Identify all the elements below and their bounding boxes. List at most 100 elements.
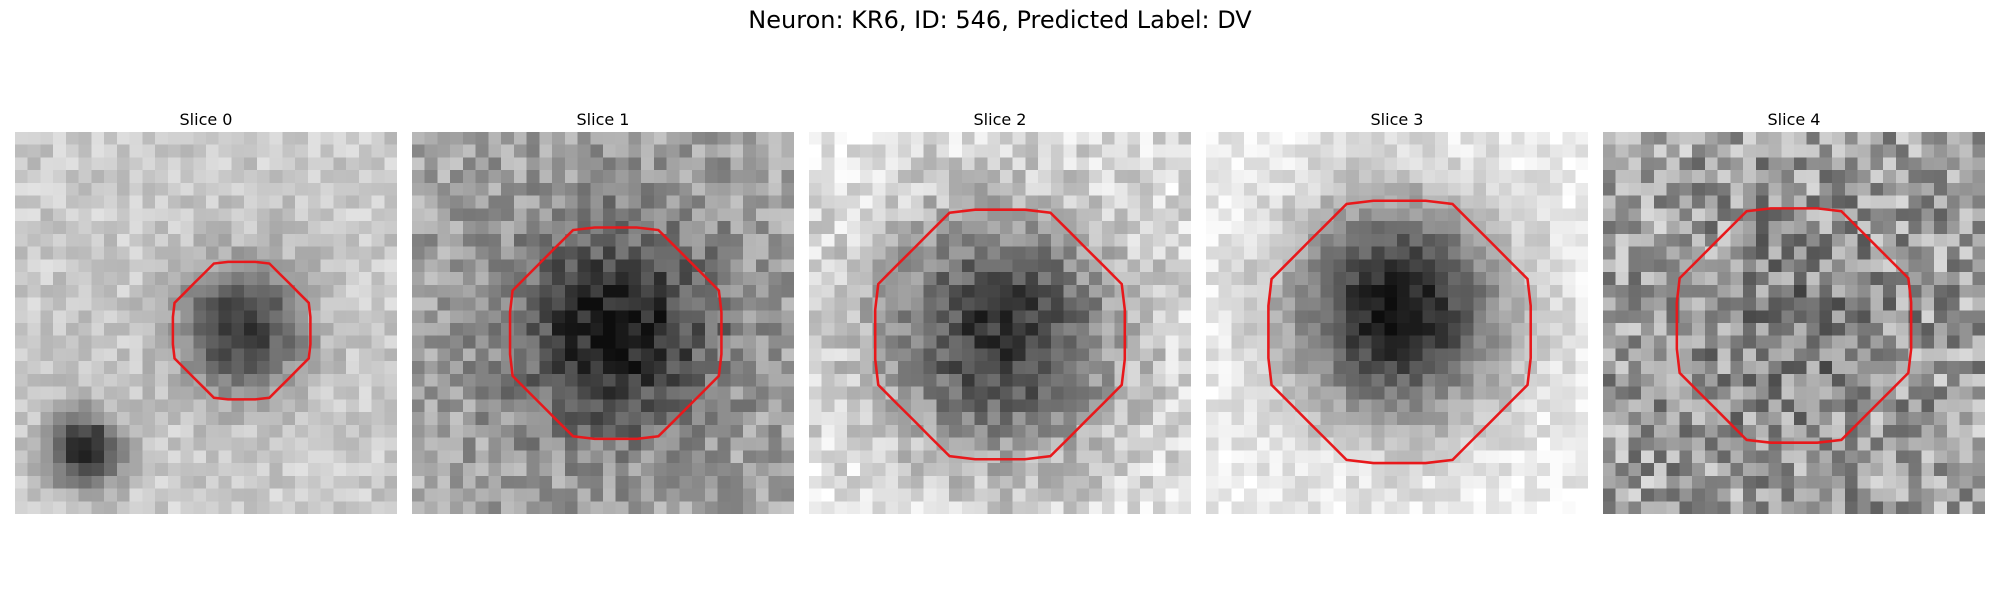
pixel	[1857, 475, 1871, 489]
pixel	[1717, 310, 1731, 324]
pixel	[1615, 501, 1629, 514]
pixel	[1244, 488, 1258, 502]
pixel	[1679, 412, 1693, 426]
pixel	[847, 399, 861, 413]
pixel	[1934, 195, 1948, 209]
pixel	[307, 488, 321, 502]
pixel	[1435, 437, 1449, 451]
pixel	[1101, 157, 1115, 171]
pixel	[1140, 208, 1154, 222]
pixel	[1447, 195, 1461, 209]
pixel	[167, 272, 181, 286]
pixel	[1012, 361, 1026, 375]
pixel	[180, 399, 194, 413]
pixel	[641, 272, 655, 286]
pixel	[809, 170, 822, 184]
pixel	[1857, 132, 1871, 145]
pixel	[1486, 233, 1500, 247]
pixel	[1921, 132, 1935, 145]
pixel	[1025, 297, 1039, 311]
pixel	[1946, 424, 1960, 438]
pixel	[1333, 170, 1347, 184]
pixel	[1206, 297, 1219, 311]
pixel	[1692, 437, 1706, 451]
pixel	[307, 348, 321, 362]
pixel	[1895, 246, 1909, 260]
pixel	[847, 284, 861, 298]
pixel	[424, 170, 438, 184]
pixel	[412, 284, 425, 298]
pixel	[78, 284, 92, 298]
pixel	[1959, 170, 1973, 184]
pixel	[692, 412, 706, 426]
pixel	[1653, 246, 1667, 260]
pixel	[615, 132, 629, 145]
pixel	[1025, 501, 1039, 514]
pixel	[1140, 182, 1154, 196]
pixel	[1641, 297, 1655, 311]
pixel	[1692, 501, 1706, 514]
pixel	[1641, 246, 1655, 260]
pixel	[768, 144, 782, 158]
pixel	[923, 386, 937, 400]
pixel	[412, 195, 425, 209]
pixel	[679, 399, 693, 413]
pixel	[615, 144, 629, 158]
pixel	[1717, 335, 1731, 349]
pixel	[936, 373, 950, 387]
pixel	[1409, 132, 1423, 145]
pixel	[424, 501, 438, 514]
pixel	[1908, 373, 1922, 387]
pixel	[1038, 246, 1052, 260]
pixel	[358, 386, 372, 400]
pixel	[641, 399, 655, 413]
pixel	[1755, 361, 1769, 375]
pixel	[628, 348, 642, 362]
pixel	[1038, 157, 1052, 171]
pixel	[1089, 501, 1103, 514]
slice-panel-0: Slice 0	[15, 108, 397, 514]
pixel	[1384, 284, 1398, 298]
pixel	[218, 208, 232, 222]
pixel	[320, 386, 334, 400]
pixel	[1371, 450, 1385, 464]
pixel	[1844, 450, 1858, 464]
pixel	[743, 221, 757, 235]
pixel	[859, 361, 873, 375]
pixel	[743, 450, 757, 464]
pixel	[859, 182, 873, 196]
pixel	[1946, 323, 1960, 336]
pixel	[65, 373, 79, 387]
pixel	[821, 233, 835, 247]
pixel	[155, 144, 169, 158]
pixel	[193, 463, 207, 477]
pixel	[755, 501, 769, 514]
pixel	[1959, 424, 1973, 438]
pixel	[961, 323, 975, 336]
pixel	[1934, 399, 1948, 413]
pixel	[755, 424, 769, 438]
pixel	[1447, 297, 1461, 311]
pixel	[577, 284, 591, 298]
pixel	[333, 170, 347, 184]
pixel	[679, 437, 693, 451]
pixel	[704, 284, 718, 298]
pixel	[231, 144, 245, 158]
pixel	[256, 412, 270, 426]
pixel	[53, 463, 67, 477]
pixel	[1628, 221, 1642, 235]
pixel	[692, 463, 706, 477]
pixel	[847, 475, 861, 489]
pixel	[1346, 437, 1360, 451]
pixel	[1256, 132, 1270, 145]
pixel	[603, 412, 616, 426]
pixel	[1575, 386, 1588, 400]
pixel	[898, 335, 912, 349]
pixel	[1641, 501, 1655, 514]
pixel	[577, 437, 591, 451]
pixel	[142, 488, 156, 502]
pixel	[949, 195, 963, 209]
pixel	[898, 310, 912, 324]
pixel	[1498, 361, 1512, 375]
pixel	[1794, 170, 1807, 184]
